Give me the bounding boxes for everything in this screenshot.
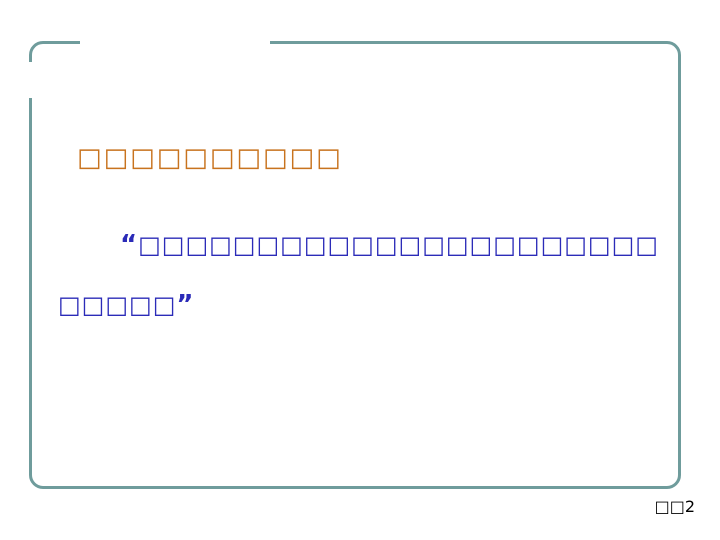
frame-gap-left bbox=[26, 62, 34, 98]
open-quote-mark: “ bbox=[120, 230, 139, 260]
quote-text-2: □□□□□ bbox=[58, 291, 177, 319]
content-frame bbox=[29, 41, 681, 489]
frame-gap-top bbox=[80, 38, 270, 46]
quote-block: “□□□□□□□□□□□□□□□□□□□□□□ □□□□□” bbox=[58, 215, 658, 335]
close-quote-mark: ” bbox=[176, 290, 195, 320]
quote-line-1: “□□□□□□□□□□□□□□□□□□□□□□ bbox=[58, 215, 658, 275]
page-number: □□2 bbox=[654, 497, 695, 516]
quote-text-1: □□□□□□□□□□□□□□□□□□□□□□ bbox=[138, 231, 659, 259]
quote-line-2: □□□□□” bbox=[58, 275, 658, 335]
slide-heading: □□□□□□□□□□ bbox=[77, 143, 343, 173]
